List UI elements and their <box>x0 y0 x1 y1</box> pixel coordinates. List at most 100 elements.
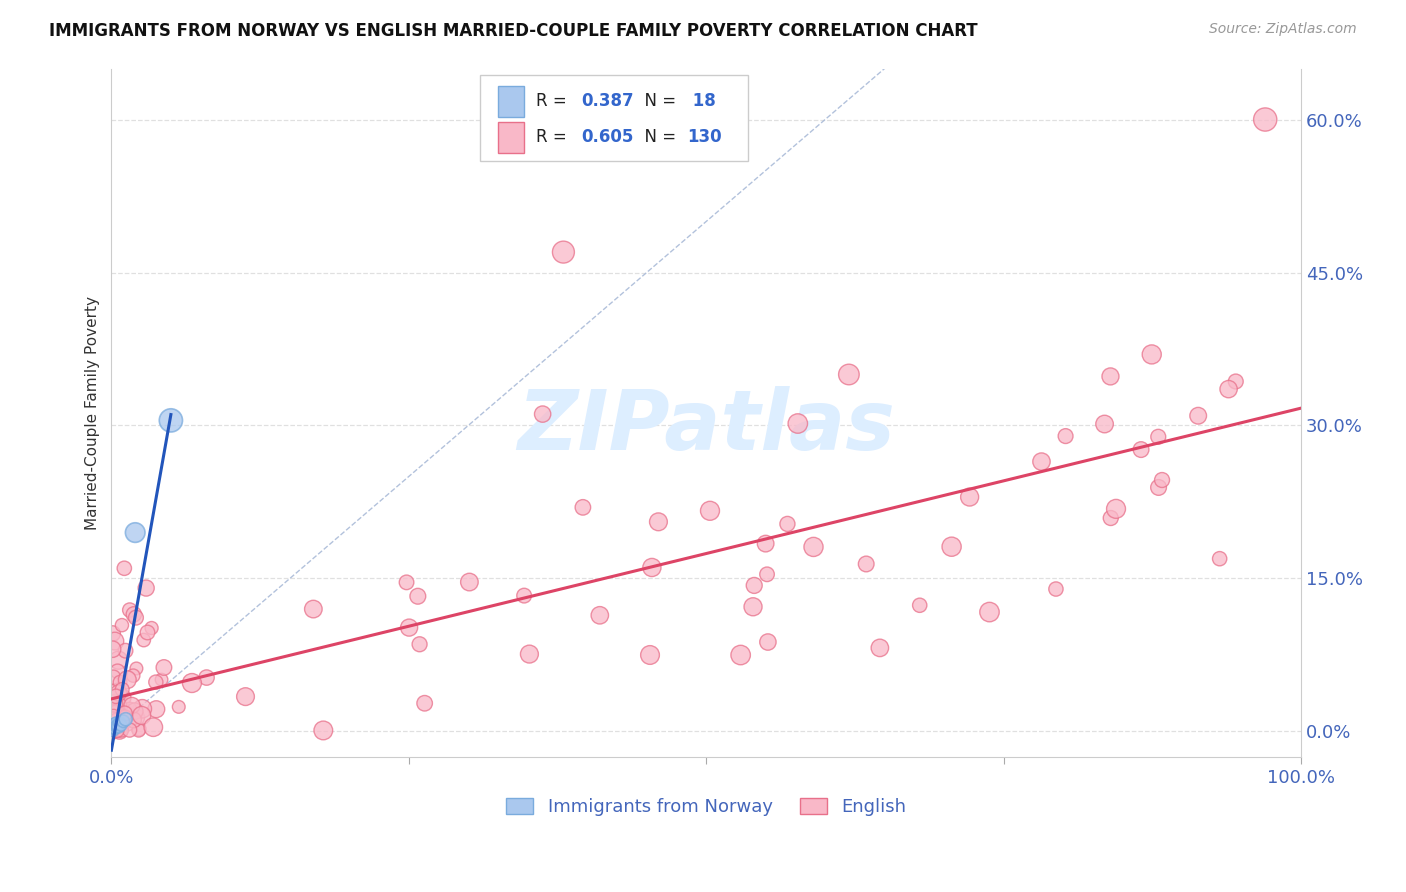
Point <box>1054 429 1077 443</box>
Point <box>1225 375 1247 389</box>
Point <box>553 245 575 260</box>
Point <box>167 699 190 714</box>
Point <box>124 525 146 540</box>
Point <box>572 500 595 515</box>
Point <box>105 719 128 733</box>
Point <box>869 640 891 655</box>
Point <box>195 671 218 685</box>
Point <box>105 690 128 704</box>
Point <box>1140 347 1163 361</box>
Point <box>107 716 129 731</box>
Point <box>235 690 257 704</box>
Point <box>181 676 204 690</box>
Point <box>104 722 127 736</box>
Point <box>647 515 669 529</box>
Point <box>131 708 153 723</box>
Point <box>110 723 132 738</box>
Point <box>1147 430 1170 444</box>
Point <box>803 540 825 554</box>
Text: R =: R = <box>536 128 572 145</box>
Point <box>111 682 134 697</box>
Point <box>406 589 429 603</box>
Point <box>408 637 430 651</box>
Point <box>114 643 136 657</box>
Point <box>101 642 124 657</box>
Point <box>131 702 153 716</box>
Text: 130: 130 <box>688 128 721 145</box>
Text: R =: R = <box>536 92 572 110</box>
Point <box>150 673 173 687</box>
Point <box>108 698 131 712</box>
Point <box>513 589 536 603</box>
Point <box>398 621 420 635</box>
Point <box>1187 409 1209 423</box>
Point <box>104 690 127 704</box>
Point <box>101 723 124 737</box>
Point <box>1150 473 1173 487</box>
Point <box>458 575 481 590</box>
Point <box>122 668 145 682</box>
Point <box>101 723 124 738</box>
Point <box>908 599 931 613</box>
Point <box>125 661 148 675</box>
Point <box>103 709 125 723</box>
Point <box>107 719 129 733</box>
Point <box>105 717 128 731</box>
Point <box>1147 480 1170 494</box>
Point <box>786 417 808 431</box>
Point <box>641 560 664 574</box>
Point <box>107 714 129 729</box>
Point <box>107 721 129 735</box>
Point <box>103 722 125 736</box>
Point <box>1130 442 1153 457</box>
Point <box>730 648 752 662</box>
Point <box>103 686 125 700</box>
Point <box>107 686 129 700</box>
Point <box>101 722 124 736</box>
Point <box>959 490 981 504</box>
FancyBboxPatch shape <box>498 121 524 153</box>
Point <box>101 711 124 725</box>
Point <box>118 603 141 617</box>
Point <box>855 557 877 571</box>
Legend: Immigrants from Norway, English: Immigrants from Norway, English <box>499 791 914 823</box>
Point <box>117 715 139 730</box>
Point <box>114 712 136 726</box>
Point <box>979 605 1001 619</box>
Point <box>302 602 325 616</box>
Point <box>107 665 129 679</box>
Point <box>124 704 146 718</box>
Y-axis label: Married-Couple Family Poverty: Married-Couple Family Poverty <box>86 296 100 530</box>
Point <box>1094 417 1116 431</box>
Point <box>122 713 145 727</box>
Point <box>1045 582 1067 596</box>
Text: 0.387: 0.387 <box>581 92 634 110</box>
Point <box>107 706 129 721</box>
Point <box>101 712 124 726</box>
Point <box>1254 112 1277 127</box>
Point <box>114 710 136 724</box>
Point <box>114 712 136 726</box>
Point <box>110 718 132 732</box>
Point <box>103 670 125 684</box>
Point <box>105 716 128 731</box>
Point <box>125 710 148 724</box>
Point <box>103 698 125 712</box>
Text: N =: N = <box>634 92 681 110</box>
Text: ZIPatlas: ZIPatlas <box>517 386 896 467</box>
Point <box>519 647 541 661</box>
Point <box>1208 551 1230 566</box>
Point <box>121 698 143 713</box>
Point <box>112 561 135 575</box>
Point <box>941 540 963 554</box>
Point <box>125 610 148 624</box>
Point <box>153 660 176 674</box>
Point <box>589 608 612 623</box>
Point <box>103 690 125 705</box>
Point <box>742 578 765 592</box>
Point <box>160 413 183 427</box>
Point <box>104 720 127 734</box>
Point <box>118 702 141 716</box>
Point <box>105 705 128 719</box>
Point <box>1105 501 1128 516</box>
